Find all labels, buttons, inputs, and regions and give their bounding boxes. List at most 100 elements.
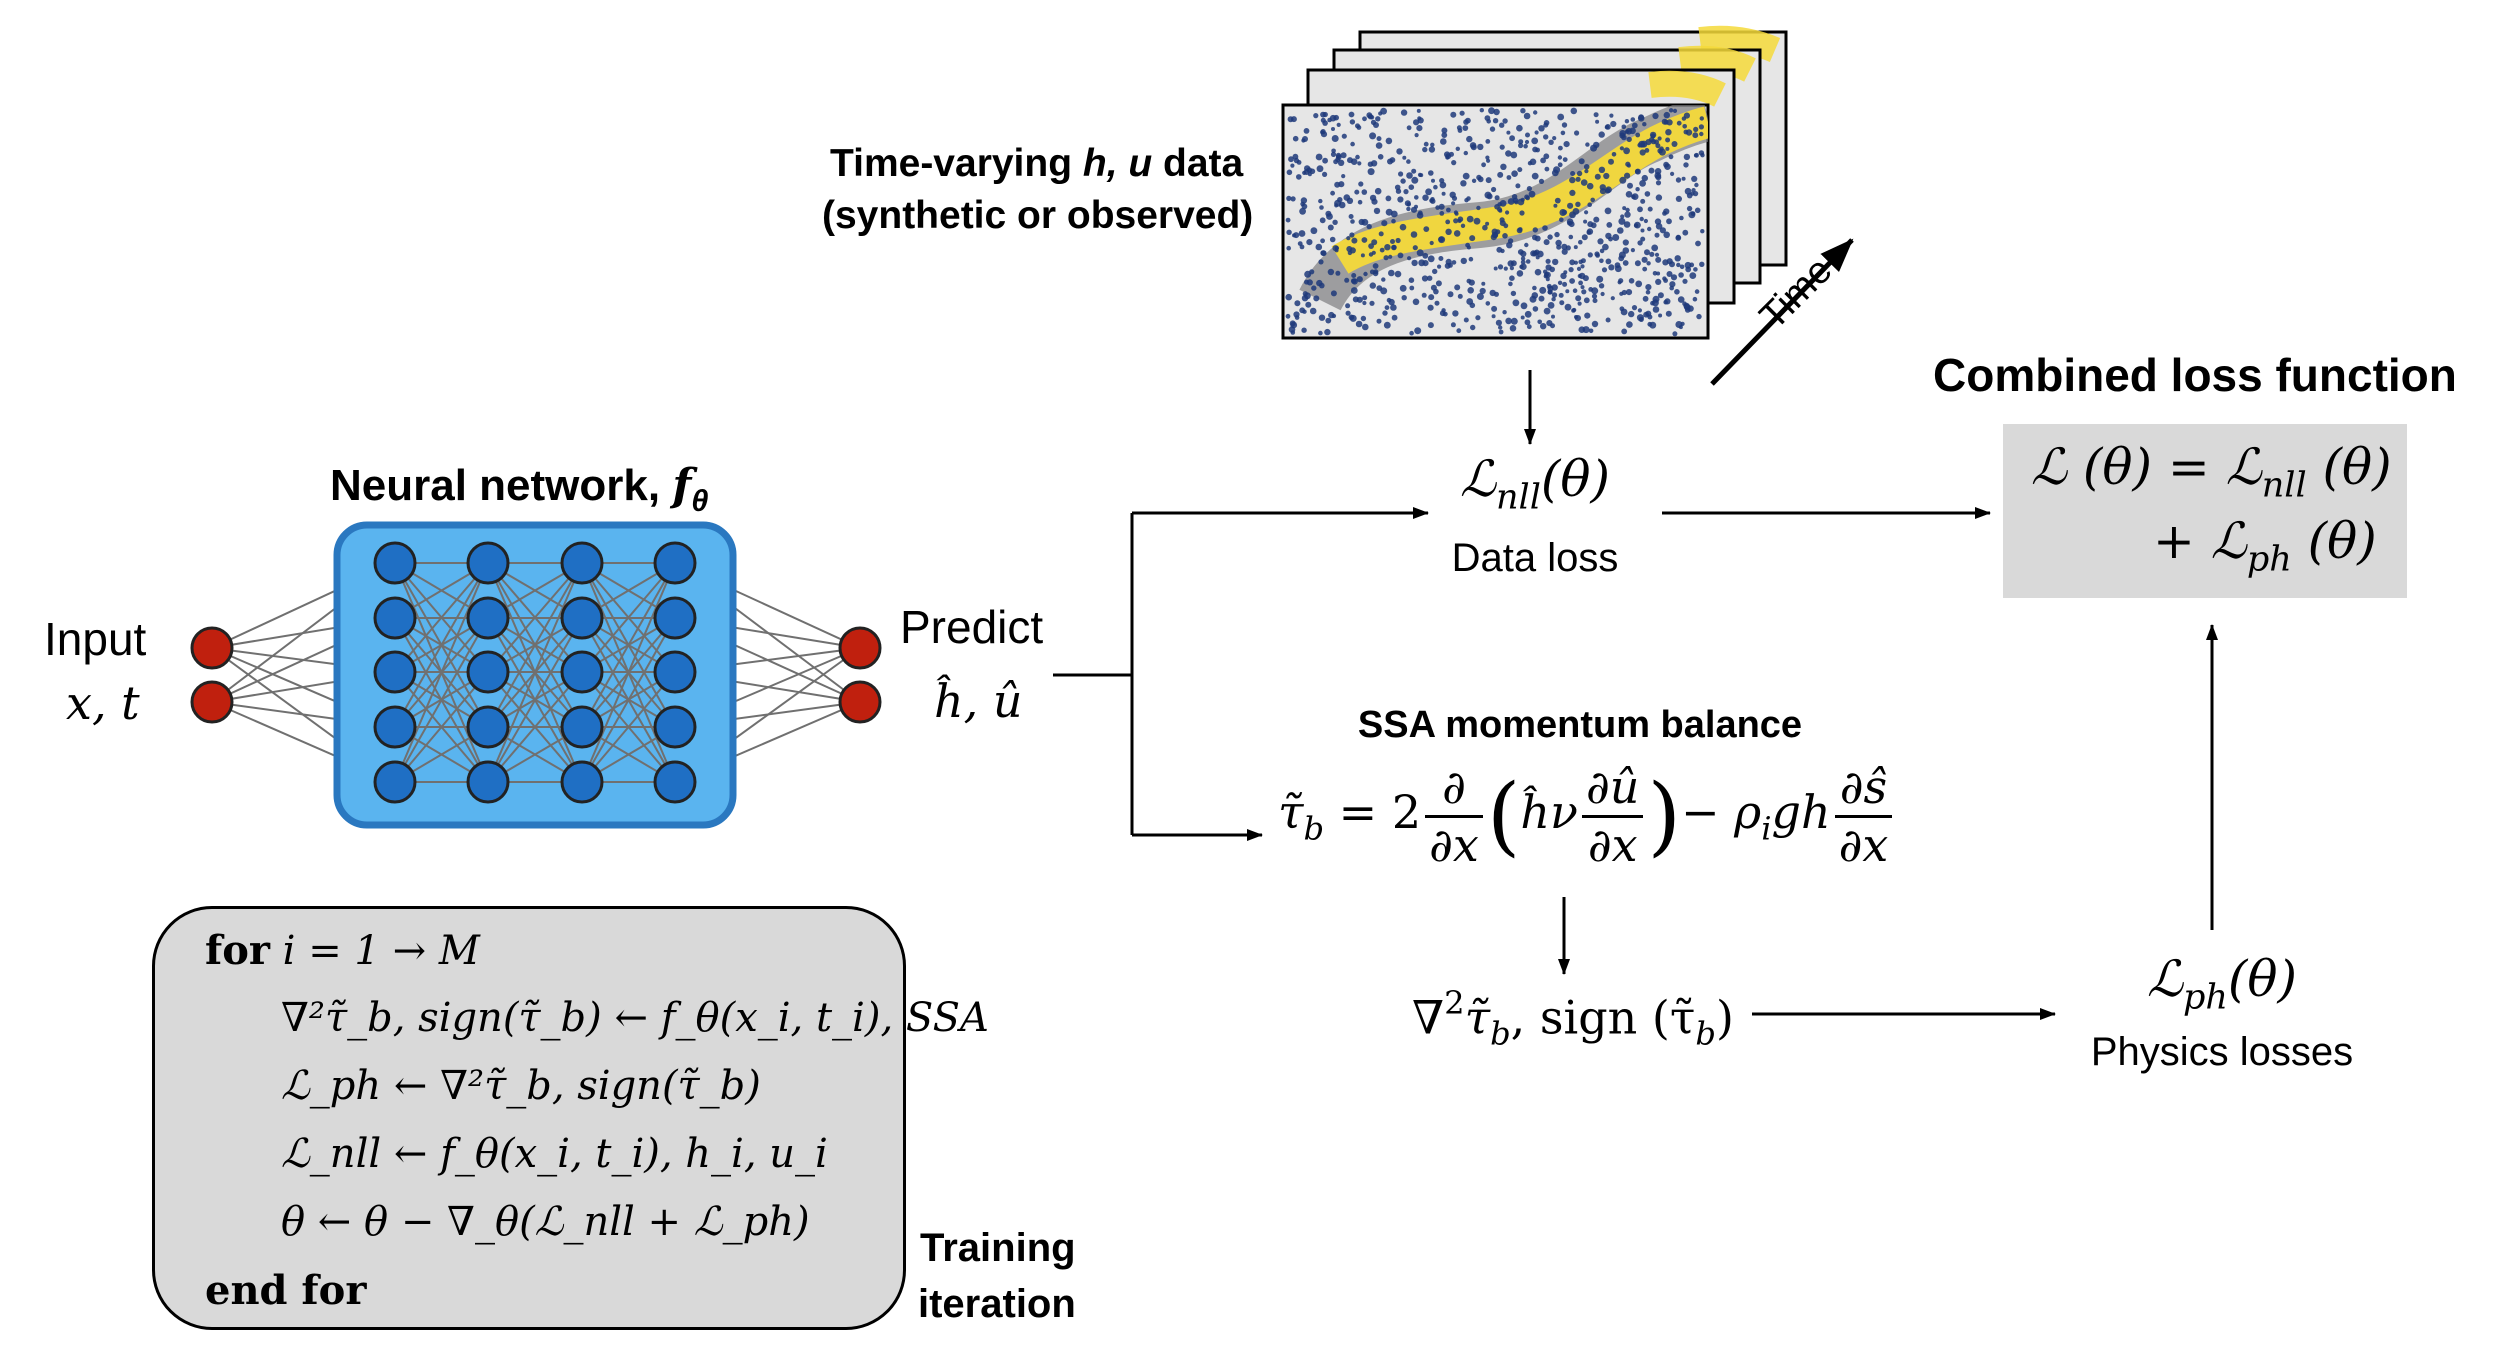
scatter-point: [1451, 260, 1457, 265]
scatter-point: [1595, 119, 1600, 124]
scatter-point: [1603, 172, 1610, 180]
scatter-point: [1337, 159, 1345, 166]
network-edge: [487, 562, 583, 728]
physics-loss-label: Physics losses: [2090, 1030, 2354, 1074]
laplacian-sub2: b: [1695, 1014, 1716, 1053]
scatter-point: [1351, 278, 1358, 285]
scatter-point: [1477, 176, 1484, 183]
scatter-point: [1623, 221, 1631, 228]
scatter-point: [1305, 301, 1312, 308]
combined-line1-lhs: ℒ (θ) = ℒ: [2031, 438, 2262, 496]
scatter-point: [1334, 245, 1340, 251]
scatter-point: [1419, 173, 1424, 178]
scatter-point: [1414, 195, 1419, 200]
scatter-point: [1506, 242, 1513, 249]
scatter-point: [1325, 210, 1332, 217]
scatter-point: [1421, 275, 1429, 282]
scatter-point: [1439, 211, 1445, 216]
scatter-point: [1349, 247, 1356, 254]
scatter-point: [1621, 124, 1627, 130]
scatter-point: [1495, 319, 1502, 326]
scatter-point: [1403, 189, 1409, 195]
network-edge: [394, 562, 489, 783]
scatter-point: [1450, 111, 1457, 118]
scatter-point: [1633, 223, 1639, 228]
scatter-point: [1532, 285, 1537, 291]
scatter-point: [1568, 234, 1574, 240]
scatter-point: [1626, 136, 1632, 143]
scatter-point: [1641, 256, 1648, 263]
scatter-points: [1285, 107, 1705, 337]
scatter-point: [1441, 132, 1448, 139]
scatter-point: [1512, 299, 1520, 307]
scatter-point: [1367, 161, 1374, 167]
hidden-node: [466, 760, 510, 804]
scatter-point: [1675, 235, 1682, 241]
scatter-point: [1381, 277, 1386, 282]
scatter-point: [1460, 180, 1467, 187]
scatter-point: [1622, 239, 1629, 246]
scatter-point: [1409, 285, 1415, 291]
scatter-point: [1348, 214, 1354, 219]
scatter-point: [1636, 314, 1644, 322]
scatter-point: [1509, 275, 1515, 282]
scatter-point: [1470, 324, 1476, 331]
scatter-point: [1473, 217, 1481, 225]
scatter-point: [1578, 259, 1583, 265]
scatter-point: [1416, 125, 1423, 132]
scatter-point: [1645, 310, 1652, 317]
scatter-point: [1486, 193, 1493, 200]
scatter-point: [1692, 132, 1699, 139]
scatter-point: [1499, 200, 1507, 207]
scatter-point: [1689, 272, 1697, 279]
scatter-point: [1538, 178, 1545, 184]
scatter-point: [1625, 207, 1630, 213]
scatter-point: [1543, 269, 1548, 274]
scatter-point: [1315, 153, 1323, 161]
network-edge: [394, 671, 489, 783]
scatter-point: [1414, 204, 1418, 209]
algo-line-5: θ ← θ − ∇_θ(ℒ_nll + ℒ_ph): [281, 1199, 810, 1245]
scatter-point: [1450, 322, 1456, 328]
scatter-point: [1442, 311, 1448, 317]
scatter-point: [1677, 296, 1685, 303]
scatter-point: [1653, 139, 1659, 145]
scatter-point: [1414, 133, 1419, 138]
scatter-point: [1535, 147, 1540, 153]
scatter-point: [1383, 255, 1389, 261]
scatter-point: [1395, 188, 1402, 194]
hidden-node: [560, 541, 604, 585]
scatter-point: [1551, 314, 1555, 319]
scatter-point: [1543, 153, 1550, 160]
scatter-point: [1635, 280, 1643, 288]
scatter-point: [1499, 217, 1505, 223]
scatter-point: [1447, 291, 1454, 298]
scatter-point: [1310, 227, 1318, 235]
scatter-point: [1481, 281, 1486, 286]
scatter-point: [1286, 245, 1291, 251]
scatter-point: [1445, 228, 1452, 235]
scatter-point: [1655, 278, 1662, 285]
scatter-point: [1641, 174, 1649, 182]
scatter-point: [1598, 283, 1605, 289]
scatter-point: [1597, 238, 1604, 245]
scatter-point: [1430, 142, 1435, 147]
scatter-point: [1672, 331, 1678, 337]
ssa-frac2-den: ∂x: [1587, 817, 1638, 872]
scatter-point: [1373, 207, 1381, 215]
scatter-point: [1628, 278, 1635, 284]
scatter-point: [1324, 328, 1331, 336]
laplacian-close: ): [1715, 990, 1734, 1045]
scatter-point: [1422, 252, 1429, 259]
scatter-point: [1451, 160, 1457, 166]
training-algorithm-box: for i = 1 → M ∇²τ̃_b, sign(τ̃_b) ← f_θ(x…: [152, 906, 989, 1330]
scatter-point: [1516, 270, 1524, 277]
scatter-point: [1569, 259, 1576, 266]
scatter-point: [1288, 156, 1294, 163]
scatter-point: [1304, 292, 1311, 300]
scatter-point: [1406, 125, 1412, 131]
scatter-point: [1374, 187, 1382, 195]
scatter-point: [1583, 164, 1590, 170]
scatter-point: [1690, 191, 1695, 196]
scatter-point: [1605, 186, 1612, 193]
